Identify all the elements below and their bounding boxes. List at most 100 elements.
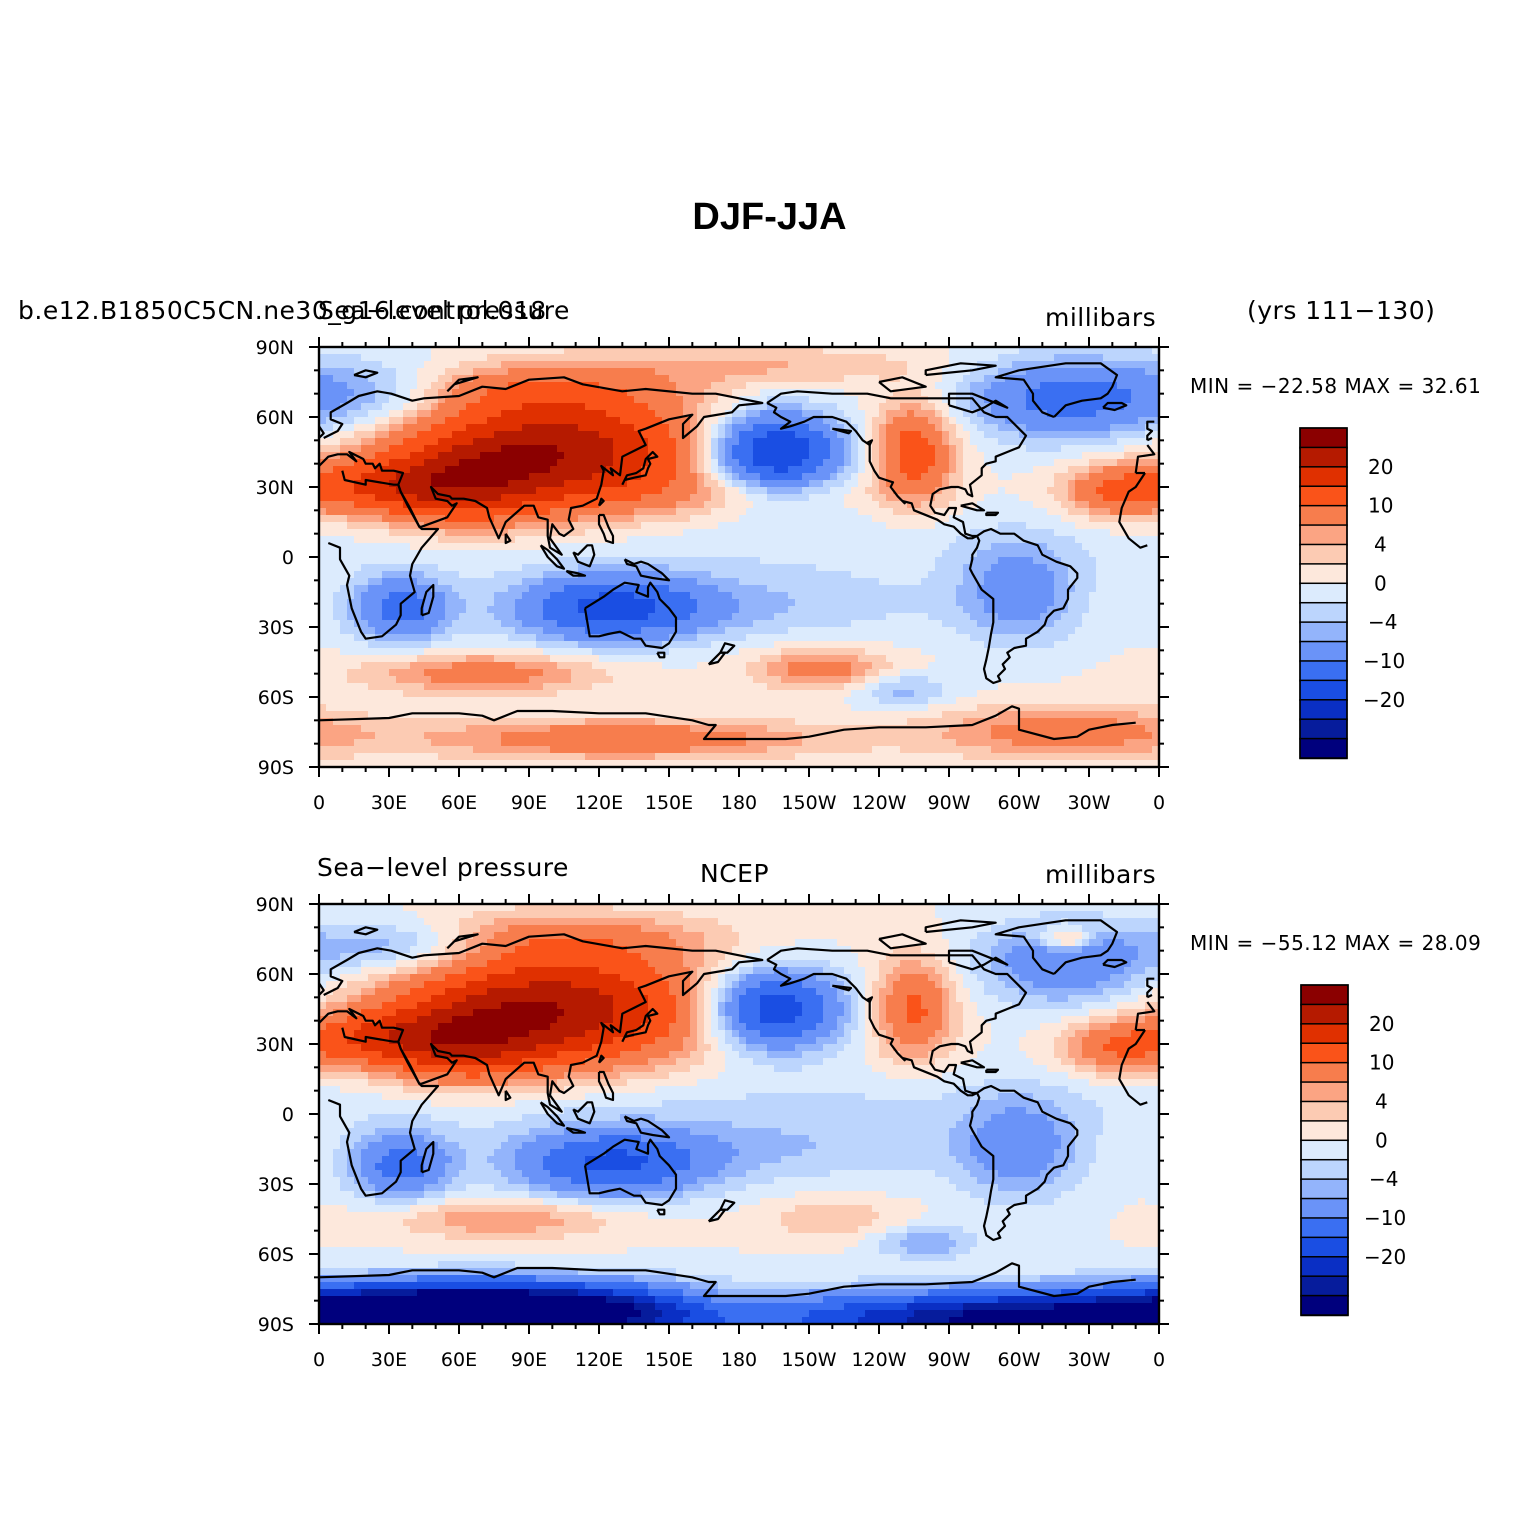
coastline: [597, 513, 615, 545]
contour-cell: [690, 417, 698, 425]
contour-cell: [942, 1023, 950, 1031]
contour-cell: [956, 592, 978, 600]
contour-cell: [851, 487, 866, 495]
contour-cell: [361, 1163, 376, 1171]
contour-cell: [1145, 1051, 1160, 1059]
contour-cell: [564, 480, 628, 488]
contour-cell: [550, 1023, 600, 1031]
contour-cell: [1082, 939, 1090, 947]
contour-cell: [858, 466, 866, 474]
contour-cell: [347, 396, 376, 404]
contour-cell: [1082, 1037, 1111, 1045]
contour-cell: [1075, 473, 1090, 481]
contour-cell: [1019, 494, 1055, 502]
contour-cell: [319, 1016, 348, 1024]
coastline: [623, 1115, 671, 1139]
contour-cell: [907, 1247, 950, 1255]
contour-cell: [557, 1205, 593, 1213]
contour-cell: [466, 953, 502, 961]
contour-cell: [564, 1142, 677, 1150]
contour-cell: [858, 445, 866, 453]
contour-cell: [1103, 911, 1160, 919]
contour-cell: [431, 1100, 516, 1108]
contour-cell: [333, 375, 369, 383]
lat-tick-label: 60N: [256, 407, 294, 429]
contour-cell: [816, 564, 936, 572]
contour-cell: [508, 1177, 530, 1185]
contour-cell: [942, 974, 950, 982]
colorbar-box: [1299, 679, 1348, 702]
contour-cell: [935, 382, 957, 390]
contour-cell: [1068, 1114, 1104, 1122]
contour-cell: [984, 494, 1020, 502]
contour-cell: [746, 953, 859, 961]
coastline: [878, 933, 927, 950]
contour-cell: [424, 1163, 446, 1171]
contour-cell: [732, 1016, 740, 1024]
contour-cell: [970, 613, 999, 621]
contour-cell: [529, 676, 572, 684]
contour-cell: [319, 1030, 355, 1038]
contour-cell: [641, 1044, 684, 1052]
contour-cell: [907, 1009, 929, 1017]
contour-cell: [886, 424, 936, 432]
coastline: [446, 933, 479, 950]
contour-cell: [319, 1261, 439, 1269]
contour-cell: [592, 662, 663, 670]
contour-cell: [732, 1156, 782, 1164]
contour-cell: [697, 431, 705, 439]
contour-cell: [627, 536, 957, 544]
contour-cell: [445, 946, 467, 954]
contour-cell: [893, 1044, 936, 1052]
contour-cell: [417, 953, 439, 961]
contour-cell: [900, 1240, 957, 1248]
contour-cell: [830, 1030, 845, 1038]
contour-cell: [319, 739, 355, 747]
contour-cell: [382, 1093, 586, 1101]
contour-cell: [746, 1037, 817, 1045]
contour-cell: [368, 1072, 397, 1080]
contour-cell: [613, 995, 649, 1003]
contour-cell: [739, 438, 754, 446]
contour-cell: [893, 967, 936, 975]
contour-cell: [732, 431, 740, 439]
contour-cell: [900, 676, 929, 684]
contour-cell: [1054, 599, 1069, 607]
contour-cell: [445, 1212, 551, 1220]
contour-cell: [459, 613, 495, 621]
contour-cell: [403, 904, 516, 912]
contour-cell: [613, 1289, 649, 1297]
contour-cell: [935, 459, 950, 467]
contour-cell: [956, 960, 971, 968]
contour-cell: [1026, 396, 1132, 404]
contour-cell: [851, 1002, 859, 1010]
contour-cell: [536, 1275, 635, 1283]
contour-cell: [1075, 1268, 1160, 1276]
contour-cell: [501, 1002, 558, 1010]
contour-cell: [361, 1023, 397, 1031]
contour-cell: [697, 438, 705, 446]
contour-cell: [907, 718, 964, 726]
contour-cell: [977, 1233, 1111, 1241]
coastline: [1118, 1029, 1148, 1106]
contour-cell: [816, 974, 838, 982]
contour-cell: [1145, 424, 1160, 432]
contour-cell: [949, 480, 964, 488]
contour-cell: [564, 1086, 656, 1094]
contour-cell: [942, 431, 950, 439]
contour-cell: [886, 1016, 908, 1024]
contour-cell: [347, 578, 369, 586]
contour-cell: [1054, 459, 1090, 467]
contour-cell: [718, 431, 726, 439]
contour-cell: [725, 995, 733, 1003]
contour-cell: [690, 988, 698, 996]
contour-cell: [354, 480, 390, 488]
colorbar-label: −20: [1363, 688, 1405, 712]
contour-cell: [557, 1002, 614, 1010]
contour-cell: [648, 438, 677, 446]
contour-cell: [319, 529, 390, 537]
contour-cell: [900, 459, 936, 467]
contour-cell: [823, 417, 838, 425]
contour-cell: [970, 953, 992, 961]
contour-cell: [732, 988, 747, 996]
